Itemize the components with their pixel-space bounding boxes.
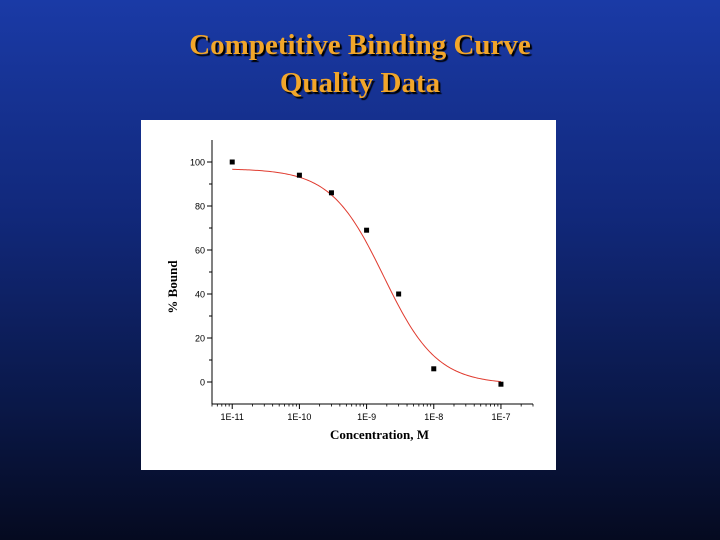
y-axis-label: % Bound (165, 260, 180, 314)
data-point (296, 172, 302, 178)
data-points (229, 159, 504, 387)
x-axis-label: Concentration, M (330, 427, 429, 442)
slide-title: Competitive Binding Curve Quality Data (0, 26, 720, 102)
slide-title-line-2: Quality Data (279, 67, 441, 99)
x-tick-label: 1E-11 (221, 412, 244, 422)
slide-title-line-1: Competitive Binding Curve (189, 29, 531, 61)
fit-curve (232, 168, 501, 383)
data-point (431, 366, 437, 372)
axis-labels: 0 20 40 60 80 100 1E-11 1E-10 1E-9 1E-8 1E-7 Concen… (165, 158, 510, 443)
y-tick-label: 0 (200, 378, 205, 388)
data-point (498, 381, 504, 387)
binding-curve-chart: 0 20 40 60 80 100 1E-11 1E-10 1E-9 1E-8 1E-7 Concen… (165, 140, 534, 443)
x-tick-label: 1E-10 (287, 412, 311, 422)
x-tick-label: 1E-8 (424, 412, 443, 422)
chart-axes (207, 140, 534, 409)
data-point (229, 159, 235, 165)
x-tick-label: 1E-9 (357, 412, 376, 422)
chart-panel: 0 20 40 60 80 100 1E-11 1E-10 1E-9 1E-8 1E-7 Concen… (141, 120, 556, 470)
y-tick-label: 40 (195, 290, 205, 300)
y-tick-label: 60 (195, 246, 205, 256)
data-point (364, 227, 370, 233)
data-point (328, 190, 334, 196)
x-tick-label: 1E-7 (491, 412, 510, 422)
y-tick-label: 20 (195, 334, 205, 344)
y-tick-label: 100 (190, 158, 205, 168)
data-point (396, 291, 402, 297)
y-tick-label: 80 (195, 202, 205, 212)
